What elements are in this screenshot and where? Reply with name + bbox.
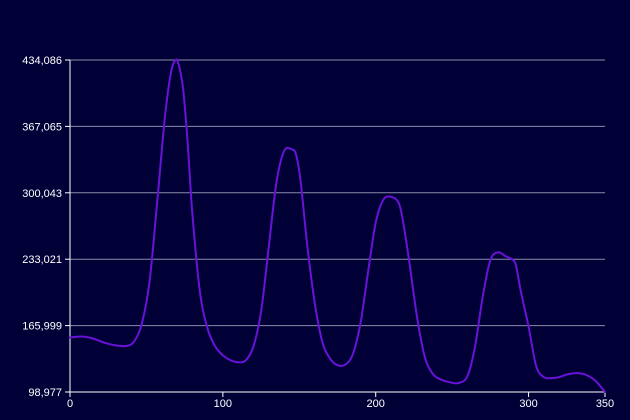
y-axis-ticks: 98,977 165,999 233,021 300,043 367,065 434,08…: [22, 55, 70, 399]
x-tick-label: 350: [596, 398, 614, 410]
gridlines: [70, 59, 605, 327]
x-tick-label: 100: [214, 398, 232, 410]
x-tick-label: 0: [67, 398, 73, 410]
axes: [69, 60, 605, 393]
y-tick-label: 434,086: [22, 55, 62, 67]
y-tick-label: 165,999: [22, 321, 62, 333]
y-tick-label: 367,065: [22, 121, 62, 133]
y-tick-label: 233,021: [22, 254, 62, 266]
y-tick-label: 300,043: [22, 188, 62, 200]
x-tick-label: 200: [367, 398, 385, 410]
x-tick-label: 300: [519, 398, 537, 410]
y-tick-label: 98,977: [28, 387, 62, 399]
series-line: [69, 58, 606, 393]
x-axis-ticks: 0 100 200 300 350: [67, 392, 614, 410]
series-group: [69, 58, 606, 393]
